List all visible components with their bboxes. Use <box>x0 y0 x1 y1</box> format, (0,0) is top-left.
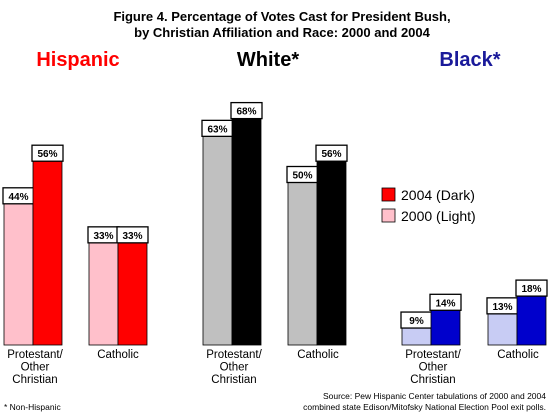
value-label: 56% <box>321 149 341 160</box>
value-label: 44% <box>8 192 28 203</box>
category-label: Catholic <box>497 349 539 361</box>
bar-2004 <box>316 145 347 346</box>
source-note-line-1: Source: Pew Hispanic Center tabulations … <box>323 391 546 401</box>
bar-2000 <box>88 227 119 346</box>
value-label: 33% <box>93 231 113 242</box>
group-title: Black* <box>439 49 500 71</box>
value-label: 13% <box>492 302 512 313</box>
legend-swatch-2004 <box>381 187 396 202</box>
value-label: 63% <box>207 124 227 135</box>
bar-2000 <box>202 120 233 346</box>
category-label: Other <box>21 362 50 374</box>
value-label-box <box>515 279 548 297</box>
chart-legend: 2004 (Dark) 2000 (Light) <box>381 187 476 224</box>
category-label: Other <box>220 362 249 374</box>
category-label: Catholic <box>97 349 139 361</box>
legend-swatch-2000 <box>381 208 396 223</box>
bar-2000 <box>287 167 318 346</box>
group-title: Hispanic <box>36 49 119 71</box>
category-label: Catholic <box>297 349 339 361</box>
bar-2004 <box>32 145 63 346</box>
footnote: * Non-Hispanic <box>4 402 61 412</box>
value-label: 50% <box>292 171 312 182</box>
value-label: 68% <box>236 107 256 118</box>
value-label: 14% <box>435 298 455 309</box>
legend-label-2004: 2004 (Dark) <box>401 187 475 203</box>
category-label: Protestant/ <box>7 349 63 361</box>
value-label-box <box>31 144 64 162</box>
category-label: Other <box>419 362 448 374</box>
chart-title-line-2: by Christian Affiliation and Race: 2000 … <box>134 25 430 40</box>
bar-groups: Hispanic44%56%Protestant/OtherChristian3… <box>2 49 548 386</box>
value-label: 18% <box>521 284 541 295</box>
value-label: 56% <box>37 149 57 160</box>
value-label-box <box>230 101 263 120</box>
bar-2000 <box>3 188 34 346</box>
category-label: Christian <box>12 374 57 386</box>
group-title: White* <box>237 49 299 71</box>
bar-2004 <box>231 103 262 346</box>
value-label-box <box>429 293 462 311</box>
value-label: 9% <box>409 316 424 327</box>
category-label: Protestant/ <box>206 349 262 361</box>
source-note-line-2: combined state Edison/Mitofsky National … <box>303 402 546 412</box>
category-label: Christian <box>211 374 256 386</box>
legend-label-2000: 2000 (Light) <box>401 208 476 224</box>
value-label: 33% <box>122 231 142 242</box>
value-label-box <box>315 144 348 162</box>
category-label: Protestant/ <box>405 349 461 361</box>
bar-2004 <box>117 227 148 346</box>
value-label-box <box>116 226 149 244</box>
chart-title-line-1: Figure 4. Percentage of Votes Cast for P… <box>113 9 450 24</box>
category-label: Christian <box>410 374 455 386</box>
